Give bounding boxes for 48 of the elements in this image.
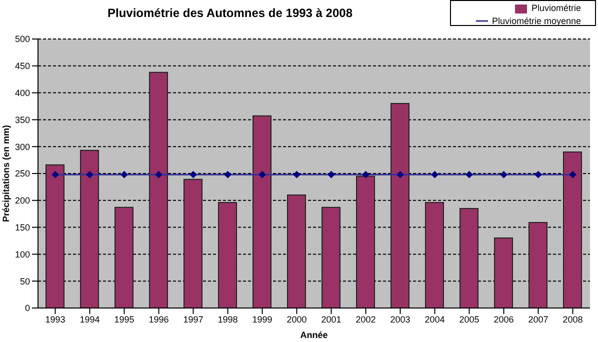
y-axis-title: Précipitations (en mm): [1, 124, 12, 222]
bar: [390, 103, 410, 308]
bar: [563, 151, 582, 308]
bar: [46, 164, 64, 308]
x-tick-label: 2002: [356, 314, 376, 324]
x-tick-label: 1995: [114, 314, 134, 324]
x-tick-label: 2008: [562, 314, 583, 324]
bar: [80, 150, 99, 308]
bar: [252, 115, 272, 308]
chart-title: Pluviométrie des Automnes de 1993 à 2008: [106, 6, 354, 20]
bar: [184, 178, 202, 308]
x-tick-label: 2003: [390, 314, 410, 324]
y-tick-label: 50: [20, 276, 30, 286]
x-tick-label: 2001: [321, 314, 342, 324]
bar: [425, 202, 444, 308]
bar: [218, 202, 237, 308]
bar: [149, 72, 168, 308]
y-tick-label: 300: [14, 142, 30, 152]
y-tick-label: 200: [14, 196, 30, 206]
y-tick-label: 500: [14, 34, 30, 44]
x-tick-label: 2006: [494, 314, 514, 324]
x-tick-label: 2004: [424, 314, 445, 324]
y-tick-label: 400: [14, 88, 30, 98]
x-tick-label: 2000: [286, 314, 307, 324]
y-tick-label: 100: [14, 249, 30, 260]
y-tick-label: 150: [14, 222, 30, 232]
x-tick-label: 2007: [528, 314, 548, 324]
bar: [322, 206, 340, 308]
legend-label: Pluviométrie moyenne: [492, 16, 581, 26]
x-tick-label: 1998: [218, 314, 238, 324]
x-tick-label: 2005: [459, 314, 480, 324]
bar: [460, 208, 478, 308]
y-tick-label: 350: [14, 114, 30, 125]
bar: [114, 206, 134, 308]
bar: [356, 176, 375, 308]
x-tick-label: 1994: [80, 314, 100, 324]
x-tick-label: 1999: [252, 314, 272, 324]
x-tick-label: 1997: [183, 314, 204, 324]
y-tick-label: 0: [24, 303, 30, 314]
x-tick-label: 1993: [45, 314, 66, 324]
bar: [287, 194, 306, 308]
legend-label: Pluviométrie: [531, 3, 581, 13]
y-tick-label: 250: [14, 168, 30, 179]
bar: [494, 238, 513, 308]
y-tick-label: 450: [14, 61, 30, 72]
bar: [528, 222, 548, 308]
x-tick-label: 1996: [148, 314, 169, 324]
x-axis-title: Année: [300, 330, 328, 340]
